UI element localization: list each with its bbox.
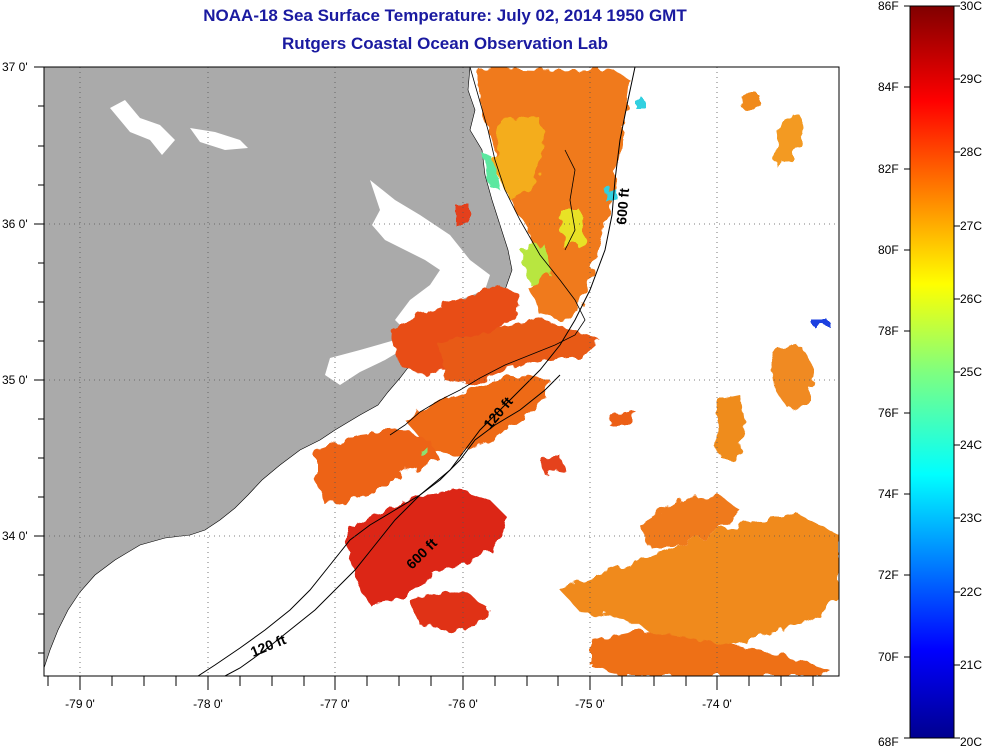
colorbar-c-label: 21C — [960, 658, 982, 672]
lon-tick-label: -77 0' — [320, 697, 350, 711]
colorbar-f-label: 72F — [878, 568, 899, 582]
isobath-600ft-north — [224, 67, 636, 676]
map-title: NOAA-18 Sea Surface Temperature: July 02… — [203, 6, 687, 25]
colorbar-c-label: 20C — [960, 735, 982, 749]
plot-frame — [43, 66, 840, 677]
lon-tick-label: -76 0' — [448, 697, 478, 711]
colorbar-f-label: 76F — [878, 406, 899, 420]
pamlico-sound — [370, 180, 490, 330]
isobath-120ft — [197, 374, 561, 676]
lat-tick-label: 34 0' — [2, 529, 28, 543]
colorbar-c-label: 26C — [960, 292, 982, 306]
colorbar-f-label: 86F — [878, 0, 899, 13]
colorbar-f-label: 84F — [878, 80, 899, 94]
colorbar-f-label: 70F — [878, 650, 899, 664]
lon-tick-label: -79 0' — [65, 697, 95, 711]
colorbar-c-label: 28C — [960, 145, 982, 159]
colorbar-c-label: 29C — [960, 72, 982, 86]
colorbar-c-label: 30C — [960, 0, 982, 13]
lat-tick-label: 36 0' — [2, 217, 28, 231]
contour-label: 120 ft — [248, 631, 288, 660]
colorbar-f-label: 82F — [878, 162, 899, 176]
lat-tick-label: 35 0' — [2, 373, 28, 387]
lon-tick-label: -78 0' — [193, 697, 223, 711]
map-subtitle: Rutgers Coastal Ocean Observation Lab — [282, 34, 608, 53]
lon-tick-label: -75 0' — [575, 697, 605, 711]
colorbar-c-label: 25C — [960, 365, 982, 379]
colorbar — [909, 5, 955, 739]
contour-label: 600 ft — [613, 187, 632, 225]
colorbar-f-label: 74F — [878, 487, 899, 501]
colorbar-c-label: 23C — [960, 511, 982, 525]
colorbar-c-label: 24C — [960, 438, 982, 452]
colorbar-f-label: 68F — [878, 735, 899, 749]
lat-tick-label: 37 0' — [2, 60, 28, 74]
colorbar-c-label: 27C — [960, 219, 982, 233]
colorbar-f-label: 78F — [878, 324, 899, 338]
sound-water — [110, 100, 175, 155]
colorbar-f-label: 80F — [878, 243, 899, 257]
sst-data — [315, 68, 839, 676]
lon-tick-label: -74 0' — [702, 697, 732, 711]
sound-water — [190, 128, 248, 150]
colorbar-c-label: 22C — [960, 585, 982, 599]
